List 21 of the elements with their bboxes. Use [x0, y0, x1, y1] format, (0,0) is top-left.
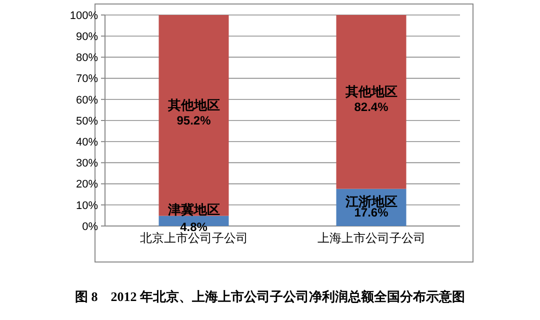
- text: 图 8 2012 年北京、上海上市公司子公司净利润总额全国分布示意图: [75, 289, 465, 304]
- annotation: 津冀地区: [166, 202, 220, 217]
- y-tick-label: 40%: [76, 136, 98, 148]
- text: 其他地区: [345, 84, 398, 99]
- data-label: 95.2%: [176, 113, 212, 128]
- y-tick-label: 80%: [76, 52, 98, 64]
- y-tick-label: 90%: [76, 30, 98, 43]
- y-tick-label: 60%: [76, 94, 98, 106]
- y-tick-label: 10%: [76, 200, 98, 212]
- bar: [158, 15, 229, 216]
- y-tick-label: 70%: [76, 73, 98, 86]
- x-tick-label: 北京上市公司子公司: [140, 231, 248, 245]
- series-label: 其他地区: [166, 97, 220, 112]
- y-tick-label: 30%: [76, 158, 98, 170]
- y-tick-label: 100%: [70, 10, 98, 22]
- x-tick-label: 上海上市公司子公司: [317, 231, 426, 245]
- bar: [336, 15, 406, 189]
- y-tick-label: 50%: [76, 115, 98, 128]
- y-tick-label: 20%: [76, 178, 98, 191]
- data-label: 82.4%: [354, 100, 389, 114]
- y-tick-label: 0%: [82, 220, 98, 233]
